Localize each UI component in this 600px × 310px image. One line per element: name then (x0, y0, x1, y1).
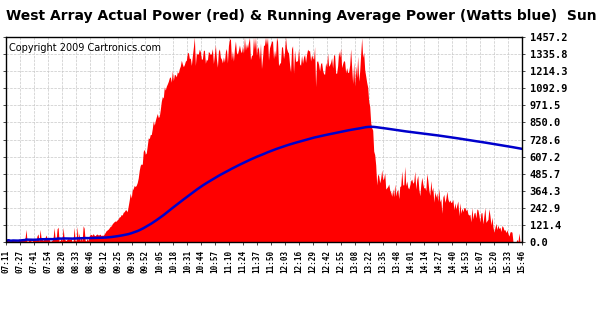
Text: Copyright 2009 Cartronics.com: Copyright 2009 Cartronics.com (8, 43, 161, 53)
Text: West Array Actual Power (red) & Running Average Power (Watts blue)  Sun Dec 6 16: West Array Actual Power (red) & Running … (6, 9, 600, 23)
